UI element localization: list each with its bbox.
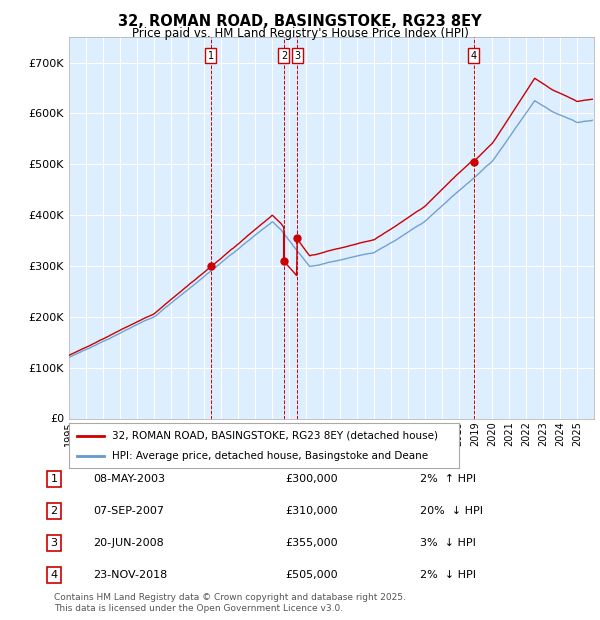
- Text: 32, ROMAN ROAD, BASINGSTOKE, RG23 8EY (detached house): 32, ROMAN ROAD, BASINGSTOKE, RG23 8EY (d…: [112, 430, 438, 441]
- Text: 3%  ↓ HPI: 3% ↓ HPI: [420, 538, 476, 548]
- Text: 20-JUN-2008: 20-JUN-2008: [93, 538, 164, 548]
- Text: 20%  ↓ HPI: 20% ↓ HPI: [420, 506, 483, 516]
- Text: 1: 1: [50, 474, 58, 484]
- Text: £300,000: £300,000: [285, 474, 338, 484]
- Text: £355,000: £355,000: [285, 538, 338, 548]
- Text: 3: 3: [50, 538, 58, 548]
- Text: Price paid vs. HM Land Registry's House Price Index (HPI): Price paid vs. HM Land Registry's House …: [131, 27, 469, 40]
- Text: 2%  ↓ HPI: 2% ↓ HPI: [420, 570, 476, 580]
- Text: 2%  ↑ HPI: 2% ↑ HPI: [420, 474, 476, 484]
- Text: 32, ROMAN ROAD, BASINGSTOKE, RG23 8EY: 32, ROMAN ROAD, BASINGSTOKE, RG23 8EY: [118, 14, 482, 29]
- Text: 3: 3: [294, 51, 300, 61]
- Text: £310,000: £310,000: [285, 506, 338, 516]
- Text: 4: 4: [470, 51, 477, 61]
- Text: Contains HM Land Registry data © Crown copyright and database right 2025.
This d: Contains HM Land Registry data © Crown c…: [54, 593, 406, 613]
- Text: 2: 2: [281, 51, 287, 61]
- Text: 1: 1: [208, 51, 214, 61]
- Text: 07-SEP-2007: 07-SEP-2007: [93, 506, 164, 516]
- Text: 08-MAY-2003: 08-MAY-2003: [93, 474, 165, 484]
- Text: 2: 2: [50, 506, 58, 516]
- Text: HPI: Average price, detached house, Basingstoke and Deane: HPI: Average price, detached house, Basi…: [112, 451, 428, 461]
- Text: £505,000: £505,000: [285, 570, 338, 580]
- Text: 23-NOV-2018: 23-NOV-2018: [93, 570, 167, 580]
- Text: 4: 4: [50, 570, 58, 580]
